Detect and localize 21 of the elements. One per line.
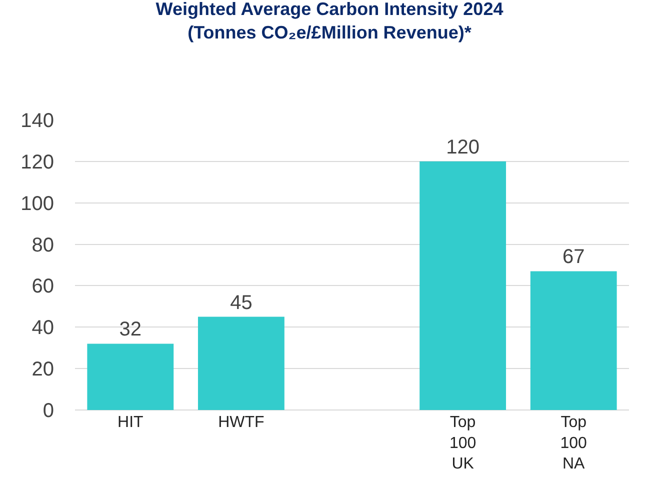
bar: [87, 344, 174, 410]
y-tick-label: 140: [20, 110, 54, 132]
x-tick-label: HWTF: [218, 414, 265, 431]
y-tick-label: 80: [32, 234, 54, 256]
chart-title: Weighted Average Carbon Intensity 2024 (Tonnes CO₂e/£Million Revenue)*: [156, 0, 504, 42]
bar: [420, 161, 506, 410]
y-tick-label: 60: [32, 276, 54, 298]
x-tick-label: Top 100 NA: [560, 414, 588, 473]
y-tick-label: 100: [20, 192, 54, 215]
y-tick-label: 0: [42, 400, 54, 422]
bar: [198, 316, 284, 410]
data-label: 32: [119, 318, 142, 341]
x-tick-label: HIT: [118, 414, 144, 431]
data-label: 120: [446, 136, 480, 158]
x-tick-label: Top 100 UK: [449, 414, 476, 473]
bar: [530, 271, 617, 410]
data-label: 67: [562, 246, 585, 268]
y-tick-label: 40: [32, 317, 54, 340]
y-tick-label: 120: [20, 151, 54, 174]
data-label: 45: [230, 292, 252, 314]
y-tick-label: 20: [32, 358, 54, 381]
